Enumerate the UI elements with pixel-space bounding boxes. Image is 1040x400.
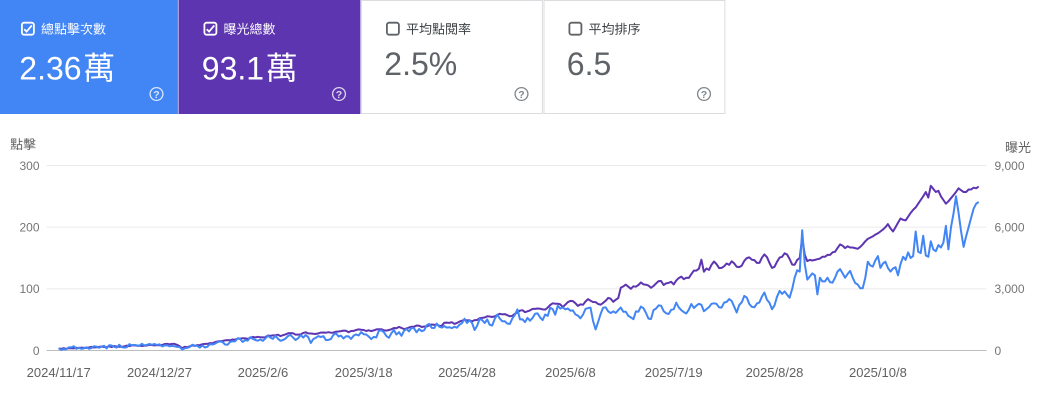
svg-text:2024/11/17: 2024/11/17 (27, 365, 91, 380)
svg-text:100: 100 (19, 282, 39, 296)
svg-text:3,000: 3,000 (995, 282, 1025, 296)
svg-text:2025/10/8: 2025/10/8 (849, 365, 907, 380)
svg-text:?: ? (518, 89, 524, 101)
svg-text:2.36: 2.36 (19, 51, 81, 87)
svg-text:2025/7/19: 2025/7/19 (645, 365, 703, 380)
svg-text:200: 200 (19, 221, 39, 235)
svg-text:2.5%: 2.5% (384, 46, 457, 82)
svg-text:?: ? (701, 89, 707, 101)
svg-text:0: 0 (995, 344, 1002, 358)
svg-text:2024/12/27: 2024/12/27 (127, 365, 192, 380)
svg-text:2025/2/6: 2025/2/6 (238, 365, 289, 380)
svg-text:6.5: 6.5 (567, 46, 611, 82)
svg-text:2025/4/28: 2025/4/28 (438, 365, 496, 380)
svg-text:2025/8/28: 2025/8/28 (746, 365, 804, 380)
svg-text:300: 300 (19, 159, 39, 173)
svg-text:9,000: 9,000 (995, 159, 1025, 173)
svg-text:2025/6/8: 2025/6/8 (545, 365, 596, 380)
svg-text:2025/3/18: 2025/3/18 (335, 365, 393, 380)
svg-text:93.1: 93.1 (202, 51, 264, 87)
svg-text:6,000: 6,000 (995, 221, 1025, 235)
svg-text:?: ? (153, 89, 159, 101)
svg-text:0: 0 (33, 344, 40, 358)
svg-text:?: ? (336, 89, 342, 101)
